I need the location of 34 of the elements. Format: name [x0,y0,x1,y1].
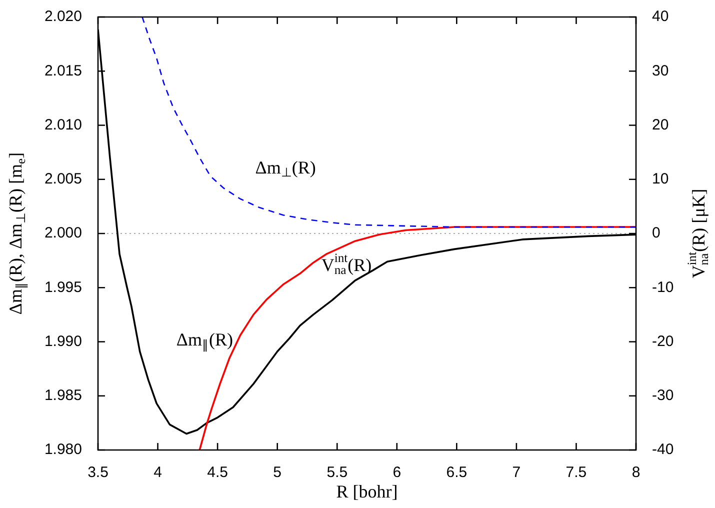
y2-tick-label: -30 [652,387,674,404]
x-tick-label: 6 [392,464,402,482]
x-tick-label: 7.5 [566,464,587,482]
y2-tick-label: 40 [652,8,669,26]
x-tick-label: 5.5 [326,464,348,482]
y2-tick-label: 30 [652,62,669,80]
y2-tick-label: 20 [652,116,669,134]
y-tick-label: 2.020 [44,8,82,26]
x-axis-title: R [bohr] [336,482,398,502]
x-tick-label: 7 [512,464,521,482]
series-label: Δm∥(R) [176,330,233,352]
x-tick-label: 6.5 [446,464,468,482]
y2-tick-label: -10 [652,278,674,296]
y-tick-label: 2.000 [44,224,82,242]
x-tick-label: 5 [273,464,282,482]
y2-axis-title: Vintna(R) [μK] [685,188,711,278]
y-tick-label: 1.985 [44,387,82,404]
series-label: Δm⊥(R) [255,158,316,180]
x-tick-label: 4.5 [207,464,228,482]
x-tick-label: 3.5 [88,464,108,482]
y2-tick-label: -20 [652,332,674,350]
y-tick-label: 1.990 [44,332,82,350]
y-tick-label: 2.005 [44,170,82,188]
line-series [142,17,636,228]
y2-tick-label: 0 [652,224,660,242]
y2-tick-label: 10 [652,170,669,188]
y-tick-label: 2.010 [44,116,82,134]
x-tick-label: 4 [154,464,162,482]
y2-tick-label: -40 [652,441,674,458]
y-tick-label: 2.015 [44,62,82,80]
x-tick-label: 8 [632,464,640,482]
y-tick-label: 1.980 [44,441,82,458]
y-axis-title: Δm∥(R), Δm⊥(R) [me] [6,152,28,315]
y-tick-label: 1.995 [44,278,82,296]
